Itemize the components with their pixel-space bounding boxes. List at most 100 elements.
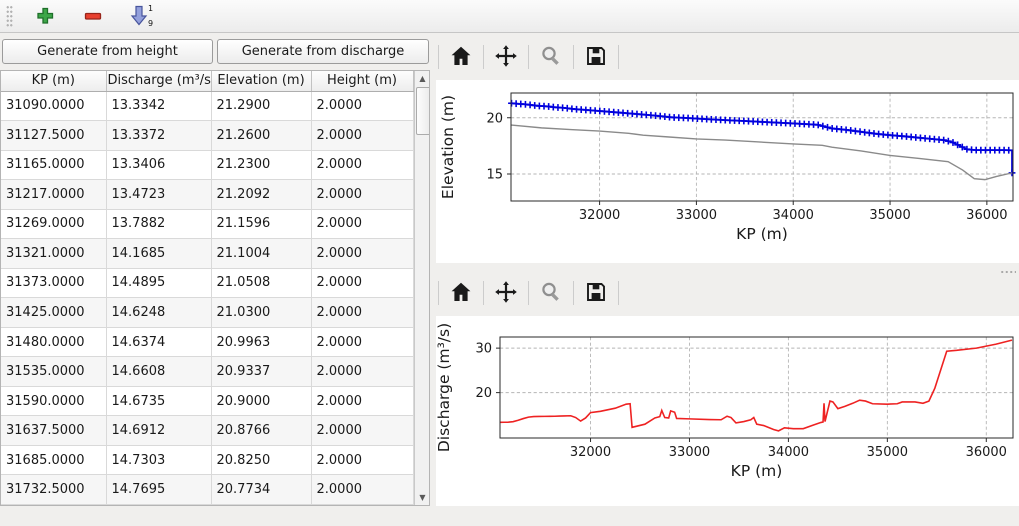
table-row[interactable]: 31269.0000 13.7882 21.1596 2.0000	[1, 209, 414, 240]
remove-row-button[interactable]	[77, 3, 109, 30]
table-cell[interactable]: 31217.0000	[1, 179, 107, 210]
table-cell[interactable]: 14.6374	[106, 327, 212, 358]
table-cell[interactable]: 2.0000	[311, 150, 414, 181]
table-cell[interactable]: 2.0000	[311, 238, 414, 269]
home-button[interactable]	[444, 277, 478, 309]
table-cell[interactable]: 31590.0000	[1, 386, 107, 417]
table-cell[interactable]: 2.0000	[311, 445, 414, 476]
scroll-up-icon[interactable]: ▲	[419, 74, 426, 83]
table-cell[interactable]: 14.4895	[106, 268, 212, 299]
table-cell[interactable]: 31269.0000	[1, 209, 107, 240]
pan-button[interactable]	[489, 277, 523, 309]
table-cell[interactable]: 31373.0000	[1, 268, 107, 299]
table-cell[interactable]: 20.9963	[211, 327, 312, 358]
generate-from-discharge-button[interactable]: Generate from discharge	[217, 39, 429, 64]
save-icon	[584, 280, 608, 307]
table-cell[interactable]: 13.3406	[106, 150, 212, 181]
table-cell[interactable]: 31685.0000	[1, 445, 107, 476]
sort-rows-button[interactable]: 1 9	[125, 3, 157, 30]
table-cell[interactable]: 14.6735	[106, 386, 212, 417]
scrollbar-thumb[interactable]	[415, 87, 429, 135]
save-button[interactable]	[579, 41, 613, 73]
add-row-button[interactable]	[29, 3, 61, 30]
header-cell[interactable]: Height (m)	[311, 71, 414, 92]
table-cell[interactable]: 21.0508	[211, 268, 312, 299]
table-cell[interactable]: 2.0000	[311, 268, 414, 299]
table-cell[interactable]: 14.6248	[106, 297, 212, 328]
discharge-chart-canvas[interactable]: 32000 33000 34000 35000 36000 20 30 KP (m) Disch…	[435, 316, 1019, 506]
generate-from-height-button[interactable]: Generate from height	[2, 39, 213, 64]
table-row[interactable]: 31373.0000 14.4895 21.0508 2.0000	[1, 268, 414, 299]
table-cell[interactable]: 20.7734	[211, 474, 312, 505]
table-row[interactable]: 31127.5000 13.3372 21.2600 2.0000	[1, 120, 414, 151]
toolbar-grip-handle[interactable]	[6, 5, 13, 27]
zoom-button[interactable]	[534, 277, 568, 309]
y-tick-label: 20	[486, 111, 503, 126]
table-cell[interactable]: 21.2600	[211, 120, 312, 151]
table-cell[interactable]: 2.0000	[311, 474, 414, 505]
table-cell[interactable]: 21.2092	[211, 179, 312, 210]
table-cell[interactable]: 14.6912	[106, 415, 212, 446]
table-cell[interactable]: 31165.0000	[1, 150, 107, 181]
table-cell[interactable]: 31425.0000	[1, 297, 107, 328]
table-row[interactable]: 31685.0000 14.7303 20.8250 2.0000	[1, 445, 414, 476]
zoom-button[interactable]	[534, 41, 568, 73]
table-cell[interactable]: 2.0000	[311, 327, 414, 358]
table-cell[interactable]: 31321.0000	[1, 238, 107, 269]
table-cell[interactable]: 14.1685	[106, 238, 212, 269]
pan-button[interactable]	[489, 41, 523, 73]
scroll-down-icon[interactable]: ▼	[419, 493, 426, 502]
save-button[interactable]	[579, 277, 613, 309]
table-cell[interactable]: 31535.0000	[1, 356, 107, 387]
table-cell[interactable]: 2.0000	[311, 415, 414, 446]
table-cell[interactable]: 20.8766	[211, 415, 312, 446]
table-scrollbar[interactable]: ▲ ▼	[413, 71, 429, 505]
table-cell[interactable]: 31127.5000	[1, 120, 107, 151]
table-row[interactable]: 31165.0000 13.3406 21.2300 2.0000	[1, 150, 414, 181]
table-cell[interactable]: 20.9000	[211, 386, 312, 417]
table-cell[interactable]: 14.7695	[106, 474, 212, 505]
table-cell[interactable]: 13.3372	[106, 120, 212, 151]
splitter-handle[interactable]	[1000, 270, 1016, 275]
table-row[interactable]: 31480.0000 14.6374 20.9963 2.0000	[1, 327, 414, 358]
svg-text:9: 9	[148, 19, 153, 28]
y-axis-label: Elevation (m)	[439, 95, 457, 199]
table-cell[interactable]: 2.0000	[311, 209, 414, 240]
table-row[interactable]: 31637.5000 14.6912 20.8766 2.0000	[1, 415, 414, 446]
table-cell[interactable]: 2.0000	[311, 297, 414, 328]
table-cell[interactable]: 21.2900	[211, 91, 312, 122]
table-row[interactable]: 31732.5000 14.7695 20.7734 2.0000	[1, 474, 414, 505]
table-row[interactable]: 31535.0000 14.6608 20.9337 2.0000	[1, 356, 414, 387]
table-cell[interactable]: 13.3342	[106, 91, 212, 122]
header-cell[interactable]: Elevation (m)	[211, 71, 312, 92]
table-cell[interactable]: 2.0000	[311, 386, 414, 417]
table-cell[interactable]: 2.0000	[311, 356, 414, 387]
table-cell[interactable]: 14.6608	[106, 356, 212, 387]
table-cell[interactable]: 21.0300	[211, 297, 312, 328]
table-cell[interactable]: 31637.5000	[1, 415, 107, 446]
table-cell[interactable]: 20.9337	[211, 356, 312, 387]
table-cell[interactable]: 20.8250	[211, 445, 312, 476]
elevation-chart-canvas[interactable]: 32000 33000 34000 35000 36000 15 20 KP (m) Eleva…	[436, 80, 1019, 263]
table-cell[interactable]: 13.7882	[106, 209, 212, 240]
toolbar-separator	[618, 45, 619, 69]
table-cell[interactable]: 2.0000	[311, 120, 414, 151]
table-row[interactable]: 31217.0000 13.4723 21.2092 2.0000	[1, 179, 414, 210]
table-cell[interactable]: 21.1596	[211, 209, 312, 240]
table-row[interactable]: 31321.0000 14.1685 21.1004 2.0000	[1, 238, 414, 269]
table-cell[interactable]: 21.1004	[211, 238, 312, 269]
header-cell[interactable]: KP (m)	[1, 71, 107, 92]
table-cell[interactable]: 13.4723	[106, 179, 212, 210]
table-cell[interactable]: 31732.5000	[1, 474, 107, 505]
table-cell[interactable]: 14.7303	[106, 445, 212, 476]
table-cell[interactable]: 31480.0000	[1, 327, 107, 358]
table-cell[interactable]: 21.2300	[211, 150, 312, 181]
header-cell[interactable]: Discharge (m³/s)	[106, 71, 212, 92]
table-cell[interactable]: 2.0000	[311, 91, 414, 122]
table-cell[interactable]: 31090.0000	[1, 91, 107, 122]
table-cell[interactable]: 2.0000	[311, 179, 414, 210]
table-row[interactable]: 31090.0000 13.3342 21.2900 2.0000	[1, 91, 414, 122]
table-row[interactable]: 31425.0000 14.6248 21.0300 2.0000	[1, 297, 414, 328]
home-button[interactable]	[444, 41, 478, 73]
table-row[interactable]: 31590.0000 14.6735 20.9000 2.0000	[1, 386, 414, 417]
